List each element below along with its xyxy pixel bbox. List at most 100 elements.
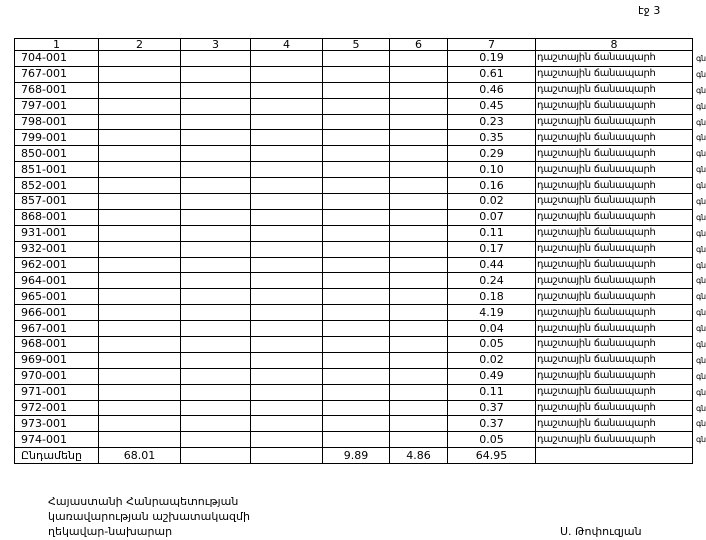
empty-cell <box>322 81 390 99</box>
description-cell: դաշտային ճանապարհ գն <box>535 415 706 433</box>
title-line-3: ղեկավար-նախարար <box>48 525 173 538</box>
description-cell: դաշտային ճանապարհ գն <box>535 399 706 417</box>
empty-cell <box>98 399 181 417</box>
header-cell: 3 <box>180 38 251 51</box>
table-row: 962-001 0.44 դաշտային ճանապարհ գն <box>14 256 706 274</box>
table-row: 798-001 0.23 դաշտային ճանապարհ գն <box>14 113 706 131</box>
description-text: դաշտային ճանապարհ <box>537 195 656 207</box>
description-text: դաշտային ճանապարհ <box>537 147 656 159</box>
empty-cell <box>180 97 251 115</box>
description-text: դաշտային ճանապարհ <box>537 52 656 64</box>
side-note: գն <box>696 133 706 143</box>
code-cell: 967-001 <box>14 320 99 338</box>
empty-cell <box>250 193 323 210</box>
empty-cell <box>389 367 448 385</box>
header-cell: 4 <box>250 38 323 51</box>
value-cell: 0.23 <box>447 113 536 131</box>
description-cell: դաշտային ճանապարհ գն <box>535 304 706 322</box>
side-note: գն <box>696 340 706 350</box>
total-row: Ընդամենը 68.01 9.89 4.86 64.95 <box>14 447 693 465</box>
table-row: 969-001 0.02 դաշտային ճանապարհ գն <box>14 351 706 369</box>
code-cell: 965-001 <box>14 288 99 306</box>
header-row: 1 2 3 4 5 6 7 8 <box>14 38 693 51</box>
description-text: դաշտային ճանապարհ <box>537 290 656 302</box>
code-cell: 970-001 <box>14 367 99 385</box>
empty-cell <box>389 97 448 115</box>
empty-cell <box>98 208 181 226</box>
code-cell: 798-001 <box>14 113 99 131</box>
side-note: գն <box>696 403 706 413</box>
description-cell: դաշտային ճանապարհ գն <box>535 367 706 385</box>
empty-cell <box>98 288 181 306</box>
empty-cell <box>389 399 448 417</box>
empty-cell <box>322 336 390 353</box>
empty-cell <box>98 367 181 385</box>
empty-cell <box>250 50 323 67</box>
empty-cell <box>389 161 448 179</box>
description-text: դաշտային ճանապարհ <box>537 163 656 175</box>
side-note: գն <box>696 197 706 207</box>
empty-cell <box>250 81 323 99</box>
side-note: գն <box>696 228 706 238</box>
empty-cell <box>389 288 448 306</box>
empty-cell <box>389 193 448 210</box>
value-cell: 0.45 <box>447 97 536 115</box>
code-cell: 973-001 <box>14 415 99 433</box>
description-text: դաշտային ճանապարհ <box>537 227 656 239</box>
empty-cell <box>322 288 390 306</box>
empty-cell <box>389 320 448 338</box>
description-cell: դաշտային ճանապարհ գն <box>535 145 706 163</box>
code-cell: 799-001 <box>14 129 99 147</box>
signer-name: Ս. Թոփուզյան <box>560 525 642 538</box>
side-note: գն <box>696 355 706 365</box>
empty-cell <box>98 113 181 131</box>
empty-cell <box>322 304 390 322</box>
empty-cell <box>250 447 323 465</box>
empty-cell <box>98 256 181 274</box>
side-note: գն <box>696 292 706 302</box>
empty-cell <box>250 399 323 417</box>
description-cell: դաշտային ճանապարհ գն <box>535 336 706 353</box>
code-cell: 851-001 <box>14 161 99 179</box>
empty-cell <box>322 129 390 147</box>
empty-cell <box>180 336 251 353</box>
header-cell: 2 <box>98 38 181 51</box>
empty-cell <box>322 383 390 401</box>
value-cell: 0.24 <box>447 272 536 290</box>
side-note: գն <box>696 419 706 429</box>
description-cell: դաշտային ճանապարհ գն <box>535 288 706 306</box>
description-text: դաշտային ճանապարհ <box>537 386 656 398</box>
empty-cell <box>322 351 390 369</box>
empty-cell <box>389 113 448 131</box>
empty-cell <box>98 129 181 147</box>
side-note: գն <box>696 101 706 111</box>
description-text: դաշտային ճանապարհ <box>537 433 656 445</box>
empty-cell <box>180 177 251 195</box>
empty-cell <box>250 272 323 290</box>
table-row: 966-001 4.19 դաշտային ճանապարհ գն <box>14 304 706 322</box>
empty-cell <box>180 240 251 258</box>
empty-cell <box>250 208 323 226</box>
code-cell: 964-001 <box>14 272 99 290</box>
code-cell: 868-001 <box>14 208 99 226</box>
description-cell: դաշտային ճանապարհ գն <box>535 161 706 179</box>
total-col7: 64.95 <box>447 447 536 465</box>
empty-cell <box>389 145 448 163</box>
table-row: 971-001 0.11 դաշտային ճանապարհ գն <box>14 383 706 401</box>
value-cell: 0.18 <box>447 288 536 306</box>
value-cell: 0.07 <box>447 208 536 226</box>
value-cell: 0.16 <box>447 177 536 195</box>
empty-cell <box>322 256 390 274</box>
empty-cell <box>180 81 251 99</box>
empty-cell <box>98 431 181 449</box>
code-cell: 797-001 <box>14 97 99 115</box>
empty-cell <box>250 129 323 147</box>
value-cell: 0.02 <box>447 193 536 210</box>
empty-cell <box>389 256 448 274</box>
empty-cell <box>180 351 251 369</box>
header-cell: 6 <box>389 38 448 51</box>
side-note: գն <box>696 371 706 381</box>
code-cell: 966-001 <box>14 304 99 322</box>
table-row: 970-001 0.49 դաշտային ճանապարհ գն <box>14 367 706 385</box>
value-cell: 0.35 <box>447 129 536 147</box>
